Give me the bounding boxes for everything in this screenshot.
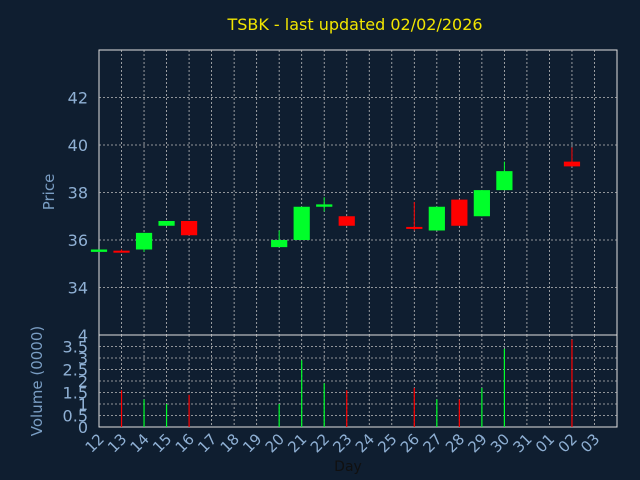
volume-plot-area [98,334,618,428]
candle-body [451,199,468,226]
candle-body [473,190,490,217]
chart-title: TSBK - last updated 02/02/2026 [226,15,482,34]
candle-body [316,204,333,207]
price-axis-label: Price [40,174,58,211]
volume-tick-label: 2 [78,372,88,391]
candle-body [113,250,130,253]
price-tick-label: 34 [68,279,88,298]
volume-tick-label: 4 [78,326,88,345]
candle-body [293,206,310,240]
price-tick-label: 38 [68,184,88,203]
candle-body [428,206,445,231]
candle-body [180,221,198,236]
candle-body [135,232,153,250]
price-plot-area [98,49,618,336]
candle-body [406,226,423,229]
volume-tick-label: 3 [78,349,88,368]
price-tick-label: 40 [68,136,88,155]
price-tick-label: 42 [68,89,88,108]
volume-tick-label: 1.5 [63,384,88,403]
price-tick-label: 36 [68,231,88,250]
candle-body [338,216,355,226]
candle-body [271,240,288,248]
volume-tick-label: 0 [78,418,88,437]
volume-tick-label: 1 [78,395,88,414]
volume-panel: 00.511.522.533.54 [63,326,618,437]
candle-body [496,171,513,191]
x-axis-label: Day [334,459,362,475]
volume-tick-label: 2.5 [63,361,88,380]
candle-body [158,221,175,226]
volume-tick-label: 0.5 [63,407,88,426]
x-axis: 1213141516171819202122232425262728293031… [82,430,604,456]
volume-tick-label: 3.5 [63,338,88,357]
candle-body [90,249,108,252]
candle-body [563,161,581,167]
price-panel: 34 36 38 40 42 [68,49,618,336]
volume-axis-label: Volume (0000) [28,326,46,436]
